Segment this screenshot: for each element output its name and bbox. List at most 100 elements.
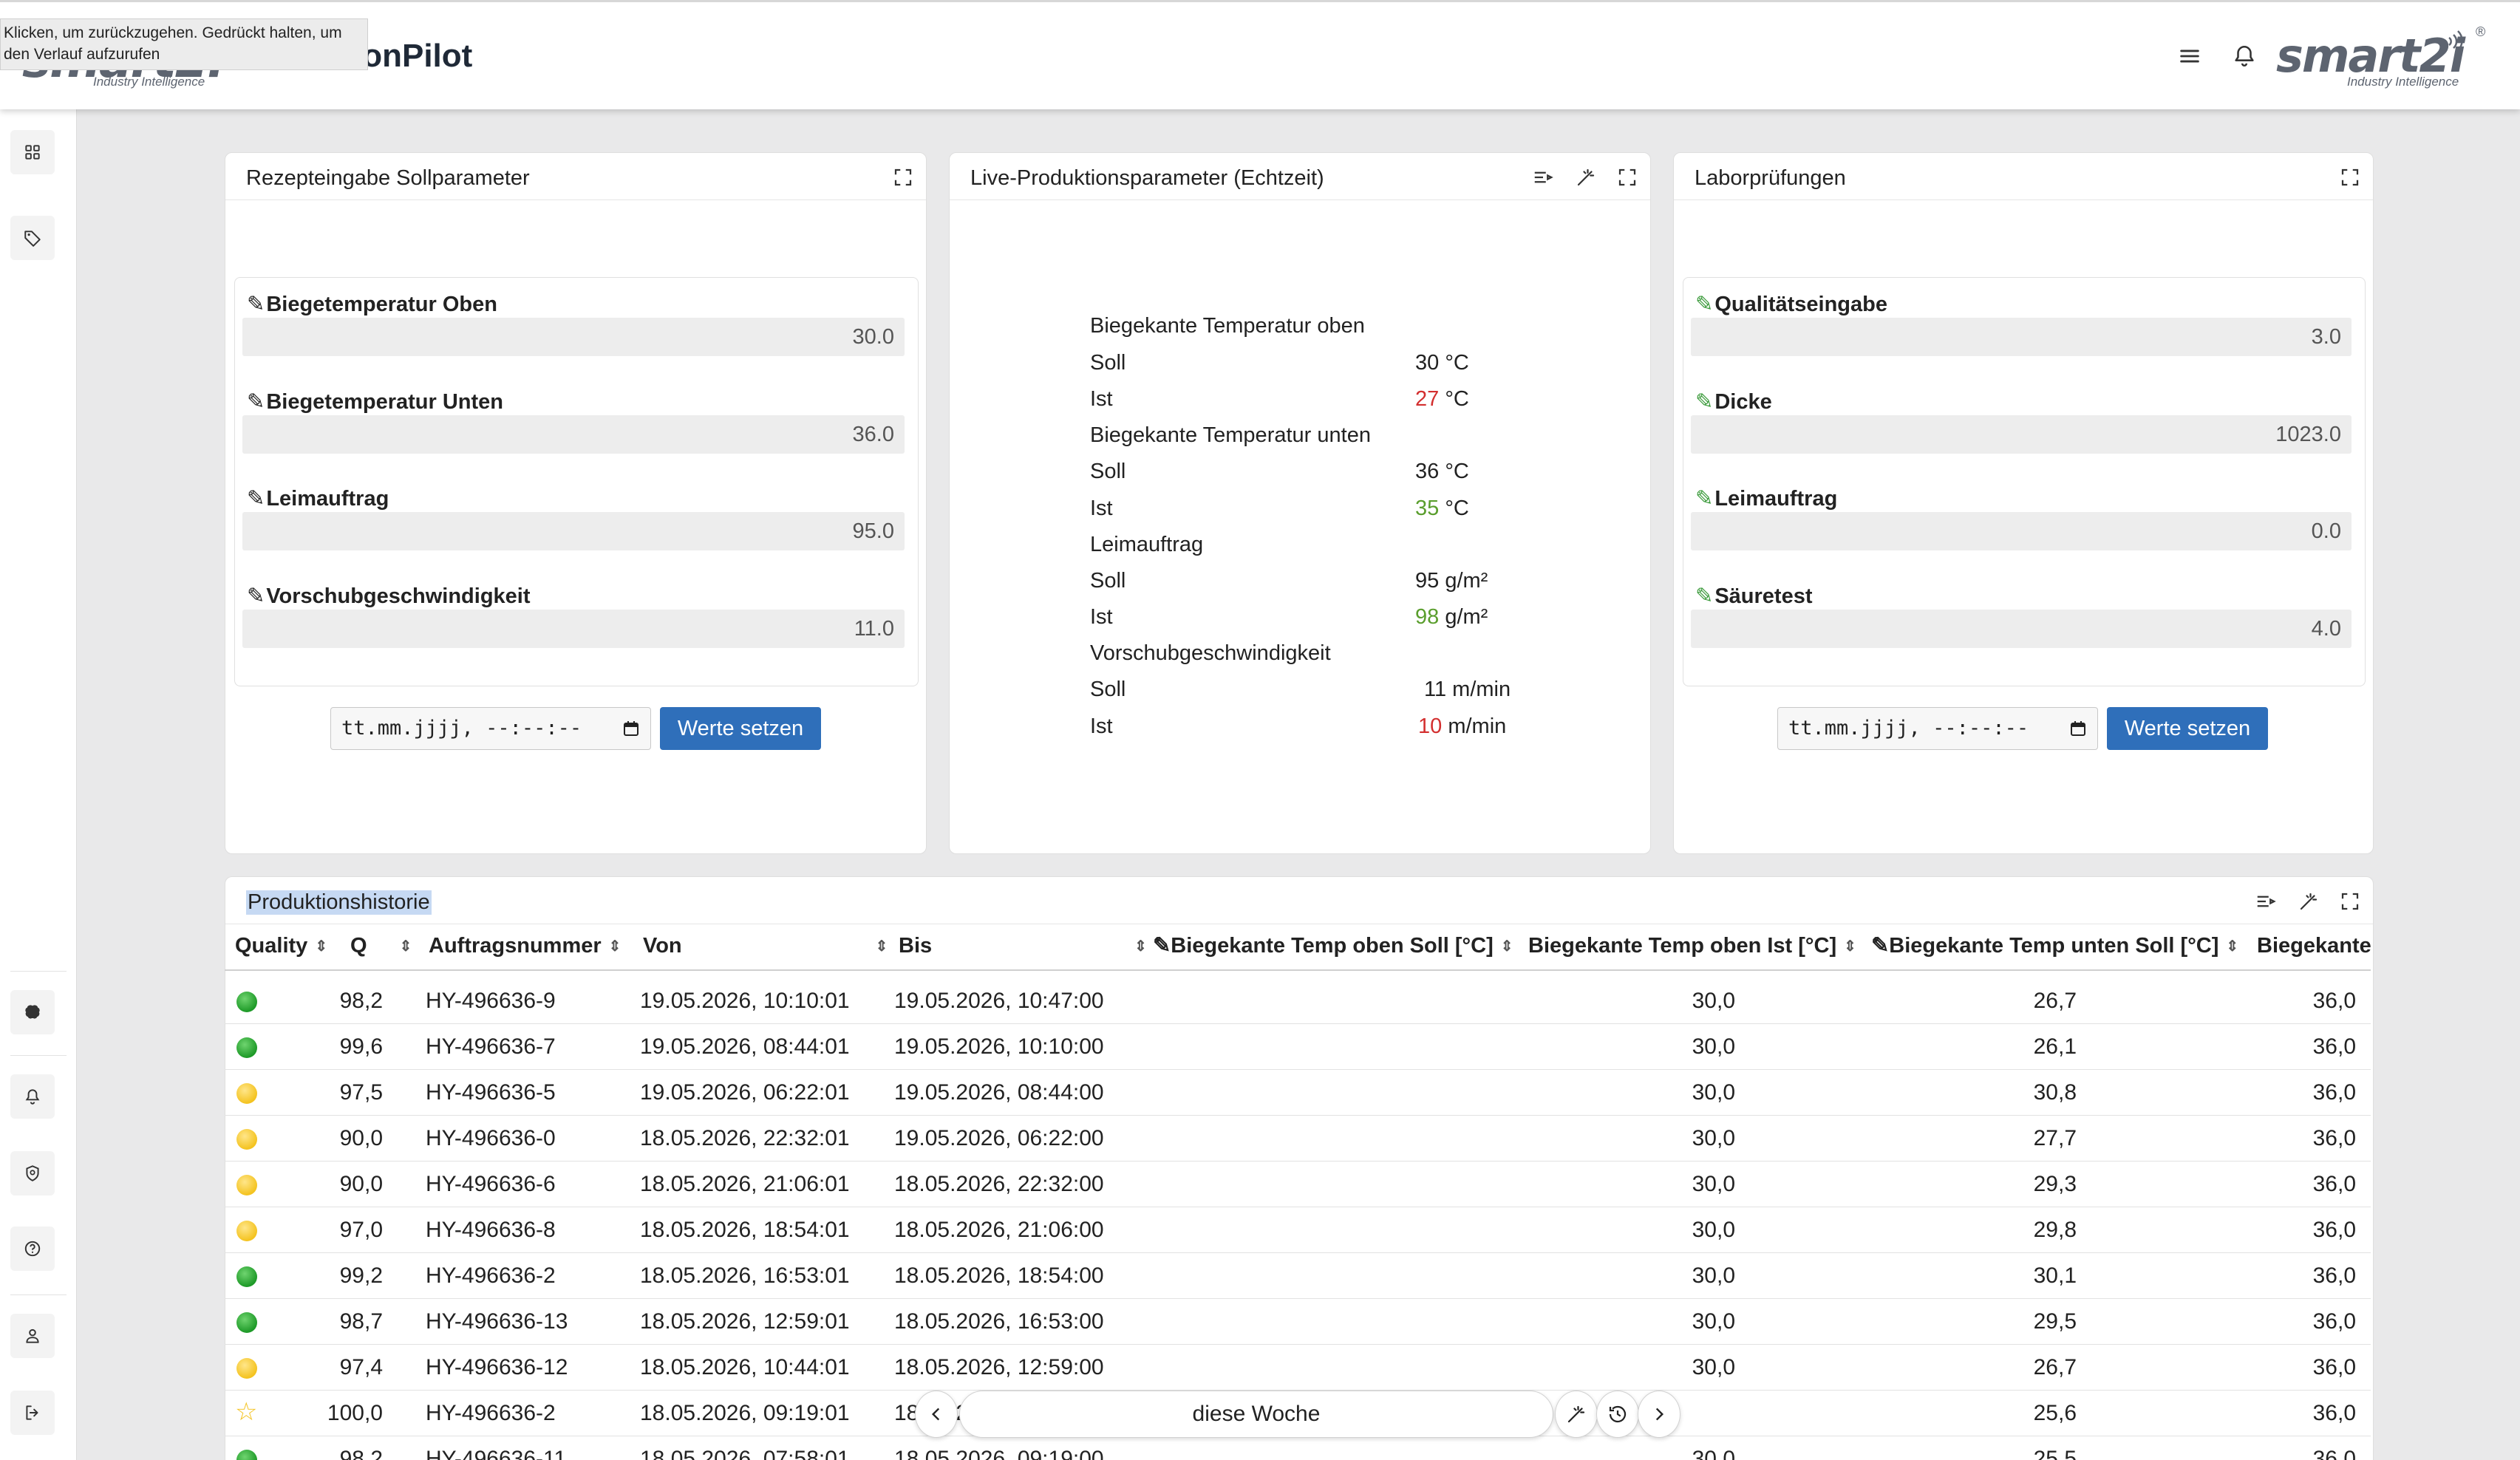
live-soll-value: 36 °C [1415, 460, 1469, 483]
table-row[interactable]: 98,7 HY-496636-13 18.05.2026, 12:59:01 1… [225, 1299, 2371, 1345]
table-row[interactable]: 99,6 HY-496636-7 19.05.2026, 08:44:01 19… [225, 1024, 2371, 1070]
oben-soll-cell: 30,0 [1692, 1080, 1735, 1105]
set-values-button[interactable]: Werte setzen [2107, 707, 2268, 750]
calendar-icon[interactable] [622, 719, 640, 738]
panel-header: Produktionshistorie [225, 877, 2373, 924]
magic-wand-icon[interactable] [2298, 890, 2320, 912]
fullscreen-icon[interactable] [2339, 166, 2361, 188]
fullscreen-icon[interactable] [892, 166, 914, 188]
column-header-auftragsnummer[interactable]: Auftragsnummer ⇕ [429, 934, 622, 958]
unten-soll-cell: 36,0 [2312, 1172, 2356, 1196]
brand-tagline-left: Industry Intelligence [93, 75, 205, 89]
user-icon [26, 1328, 39, 1343]
oben-ist-cell: 29,5 [2033, 1309, 2077, 1334]
sidebar-alerts-button[interactable] [10, 1074, 55, 1119]
list-filter-icon[interactable] [2255, 890, 2277, 912]
sidebar-logout-button[interactable] [10, 1391, 55, 1435]
field-label: ✎Biegetemperatur Oben [247, 293, 497, 316]
notification-bell-icon[interactable] [2232, 44, 2257, 69]
sidebar-tags-button[interactable] [10, 216, 55, 260]
dicke-input[interactable]: 1023.0 [1691, 415, 2352, 454]
leimauftrag-input[interactable]: 95.0 [242, 512, 905, 550]
sort-icon: ⇕ [608, 938, 622, 955]
sidebar [0, 109, 77, 1460]
sidebar-divider [10, 1294, 67, 1295]
sidebar-security-button[interactable] [10, 1151, 55, 1195]
field-label: ✎Leimauftrag [247, 487, 389, 511]
sidebar-dashboard-button[interactable] [10, 130, 55, 174]
period-selector[interactable]: diese Woche [959, 1391, 1553, 1438]
oben-soll-cell: 30,0 [1692, 1309, 1735, 1334]
table-row[interactable]: 99,2 HY-496636-2 18.05.2026, 16:53:01 18… [225, 1253, 2371, 1299]
table-row[interactable]: 97,5 HY-496636-5 19.05.2026, 06:22:01 19… [225, 1070, 2371, 1116]
field-label: ✎Qualitätseingabe [1695, 293, 1887, 316]
column-header-oben-soll[interactable]: ✎Biegekante Temp oben Soll [°C] ⇕ [1153, 934, 1513, 958]
auto-period-button[interactable] [1555, 1391, 1598, 1438]
unten-soll-cell: 36,0 [2312, 1126, 2356, 1150]
sidebar-user-button[interactable] [10, 1314, 55, 1358]
oben-soll-cell: 30,0 [1692, 1218, 1735, 1242]
column-header-unten-soll[interactable]: ✎Biegekante Temp unten Soll [°C] ⇕ [1871, 934, 2239, 958]
column-header-biegekante[interactable]: Biegekante [2257, 934, 2371, 958]
oben-soll-cell: 30,0 [1692, 1172, 1735, 1196]
biegetemperatur-unten-input[interactable]: 36.0 [242, 415, 905, 454]
von-cell: 18.05.2026, 16:53:01 [640, 1263, 850, 1288]
sort-icon: ⇕ [1134, 938, 1147, 955]
sidebar-brain-button[interactable] [10, 990, 55, 1034]
bis-cell: 19.05.2026, 08:44:00 [894, 1080, 1104, 1105]
bell-icon [25, 1089, 40, 1105]
signal-waves-icon [2448, 30, 2463, 51]
recipe-fields-box: ✎Biegetemperatur Oben 30.0 ✎Biegetempera… [234, 277, 919, 686]
list-filter-icon[interactable] [1532, 166, 1554, 188]
vorschubgeschwindigkeit-input[interactable]: 11.0 [242, 610, 905, 648]
saeuretest-input[interactable]: 4.0 [1691, 610, 2352, 648]
column-header-von[interactable]: Von ⇕ [643, 934, 888, 958]
table-row[interactable]: 97,4 HY-496636-12 18.05.2026, 10:44:01 1… [225, 1345, 2371, 1391]
panel-title: Laborprüfungen [1695, 166, 1846, 190]
recipe-panel: Rezepteingabe Sollparameter ✎Biegetemper… [225, 152, 927, 854]
column-header-quality[interactable]: Quality ⇕ [235, 934, 328, 958]
column-header-oben-ist[interactable]: Biegekante Temp oben Ist [°C] ⇕ [1528, 934, 1856, 958]
von-cell: 18.05.2026, 12:59:01 [640, 1309, 850, 1334]
datetime-input[interactable]: tt.mm.jjjj, --:--:-- [330, 707, 651, 750]
unten-soll-cell: 36,0 [2312, 1447, 2356, 1460]
live-ist-label: Ist [1090, 387, 1113, 411]
quality-indicator-yellow [236, 1129, 257, 1150]
panel-title: Live-Produktionsparameter (Echtzeit) [970, 166, 1324, 190]
brand-logo-right: smart2i [2276, 29, 2465, 83]
auftrag-cell: HY-496636-13 [426, 1309, 568, 1334]
sort-icon: ⇕ [399, 938, 412, 955]
auftrag-cell: HY-496636-2 [426, 1401, 556, 1425]
fullscreen-icon[interactable] [1616, 166, 1638, 188]
fullscreen-icon[interactable] [2339, 890, 2361, 912]
von-cell: 18.05.2026, 22:32:01 [640, 1126, 850, 1150]
menu-icon[interactable] [2177, 44, 2202, 69]
previous-period-button[interactable] [915, 1391, 958, 1438]
grid-icon [25, 145, 40, 160]
magic-wand-icon[interactable] [1575, 166, 1597, 188]
lab-leimauftrag-input[interactable]: 0.0 [1691, 512, 2352, 550]
next-period-button[interactable] [1638, 1391, 1680, 1438]
oben-soll-cell: 30,0 [1692, 989, 1735, 1013]
table-row[interactable]: 97,0 HY-496636-8 18.05.2026, 18:54:01 18… [225, 1207, 2371, 1253]
qualitaetseingabe-input[interactable]: 3.0 [1691, 318, 2352, 356]
table-row[interactable]: 90,0 HY-496636-6 18.05.2026, 21:06:01 18… [225, 1161, 2371, 1207]
table-row[interactable]: 90,0 HY-496636-0 18.05.2026, 22:32:01 19… [225, 1116, 2371, 1161]
column-header-q[interactable]: Q ⇕ [350, 934, 412, 958]
registered-mark: ® [2476, 24, 2486, 39]
von-cell: 19.05.2026, 06:22:01 [640, 1080, 850, 1105]
table-row[interactable]: 98,2 HY-496636-9 19.05.2026, 10:10:01 19… [225, 978, 2371, 1024]
sidebar-help-button[interactable] [10, 1227, 55, 1271]
quality-indicator-yellow [236, 1358, 257, 1379]
quality-indicator-green [236, 1037, 257, 1058]
set-values-button[interactable]: Werte setzen [660, 707, 821, 750]
live-soll-label: Soll [1090, 351, 1126, 375]
table-row[interactable]: 98,2 HY-496636-11 18.05.2026, 07:58:01 1… [225, 1436, 2371, 1460]
column-header-bis[interactable]: Bis ⇕ [899, 934, 1147, 958]
datetime-input[interactable]: tt.mm.jjjj, --:--:-- [1777, 707, 2098, 750]
history-button[interactable] [1596, 1391, 1639, 1438]
von-cell: 19.05.2026, 10:10:01 [640, 989, 850, 1013]
calendar-icon[interactable] [2069, 719, 2087, 738]
biegetemperatur-oben-input[interactable]: 30.0 [242, 318, 905, 356]
brand-tagline-right: Industry Intelligence [2347, 75, 2459, 89]
